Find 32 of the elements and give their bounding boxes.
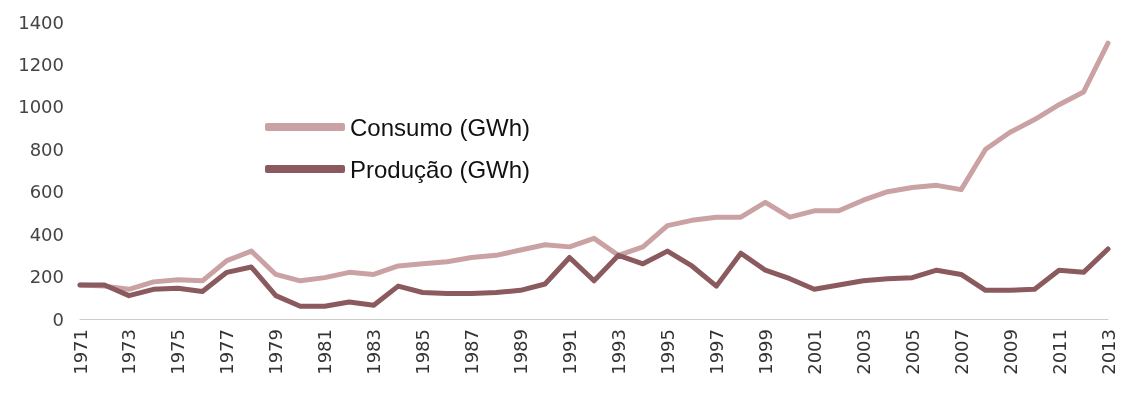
x-tick-label: 1993: [607, 329, 629, 375]
x-tick-label: 1987: [461, 329, 483, 375]
x-tick-label: 2013: [1097, 329, 1119, 375]
y-tick-label: 1400: [18, 11, 64, 33]
x-tick-label: 1973: [118, 329, 140, 375]
x-tick-label: 2007: [950, 329, 972, 375]
x-tick-label: 2011: [1048, 329, 1070, 375]
x-tick-label: 1997: [705, 329, 727, 375]
y-tick-label: 1000: [18, 96, 64, 118]
x-tick-label: 1983: [363, 329, 385, 375]
x-tick-label: 1975: [167, 329, 189, 375]
y-tick-label: 0: [52, 308, 64, 330]
x-tick-label: 2001: [803, 329, 825, 375]
x-tick-label: 1999: [754, 329, 776, 375]
legend-label: Produção (GWh): [350, 155, 531, 183]
x-tick-label: 1977: [216, 329, 238, 375]
x-tick-label: 1985: [412, 329, 434, 375]
x-tick-label: 1995: [656, 329, 678, 375]
x-tick-label: 2009: [999, 329, 1021, 375]
x-tick-label: 2005: [901, 329, 923, 375]
x-tick-label: 1979: [265, 329, 287, 375]
x-tick-label: 1989: [510, 329, 532, 375]
legend-label: Consumo (GWh): [350, 113, 531, 141]
y-tick-label: 400: [29, 223, 64, 245]
x-tick-label: 1981: [314, 329, 336, 375]
y-tick-label: 200: [29, 266, 64, 288]
x-tick-label: 2003: [852, 329, 874, 375]
x-tick-label: 1971: [69, 329, 91, 375]
y-tick-label: 600: [29, 181, 64, 203]
y-tick-label: 1200: [18, 53, 64, 75]
y-tick-label: 800: [29, 138, 64, 160]
x-tick-label: 1991: [559, 329, 581, 375]
